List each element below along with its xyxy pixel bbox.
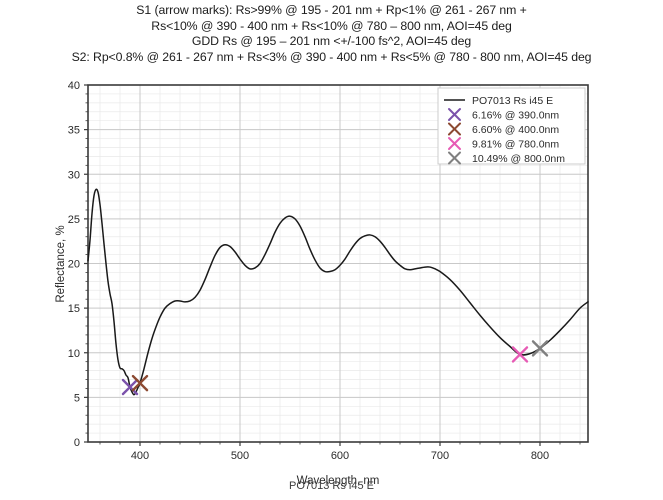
legend-label: 6.16% @ 390.0nm (472, 110, 559, 122)
title-line-3: GDD Rs @ 195 – 201 nm <+/-100 fs^2, AOI=… (191, 34, 472, 49)
legend-item[interactable]: 6.60% @ 400.0nm (448, 122, 559, 137)
legend-item[interactable]: 9.81% @ 780.0nm (448, 137, 559, 151)
legend-x-marker-icon (448, 137, 461, 150)
legend-item[interactable]: PO7013 Rs i45 E (444, 95, 553, 107)
y-tick-label: 20 (68, 259, 80, 271)
title-line-2: Rs<10% @ 390 - 400 nm + Rs<10% @ 780 – 8… (151, 18, 512, 33)
series-line (87, 188, 589, 396)
chart-legend[interactable]: PO7013 Rs i45 E 6.16% @ 390.0nm 6.60% @ 40… (437, 87, 586, 166)
y-axis-label: Reflectance, % (55, 225, 67, 302)
legend-x-marker-icon (448, 108, 461, 121)
y-tick-label: 5 (74, 392, 80, 404)
plot-frame (87, 84, 589, 443)
y-tick-label: 0 (74, 437, 80, 449)
data-point-marker[interactable] (511, 346, 529, 363)
x-tick-label: 500 (231, 450, 249, 462)
legend-x-marker-icon (448, 122, 461, 136)
data-markers (121, 340, 549, 396)
y-tick-label: 40 (68, 80, 80, 92)
y-tick-label: 30 (68, 169, 80, 181)
y-tick-label: 10 (68, 348, 80, 360)
x-tick-label: 400 (131, 450, 149, 462)
reflectance-chart: 400 500 600 700 800 0 5 10 15 20 25 30 35 40 Waveleng… (0, 80, 663, 500)
plot-svg: 400 500 600 700 800 0 5 10 15 20 25 30 35 40 Waveleng… (55, 80, 589, 487)
data-curve (87, 188, 589, 396)
data-point-marker[interactable] (131, 374, 149, 392)
data-point-marker[interactable] (531, 340, 549, 357)
figure-caption: PO7013 Rs i45 E (289, 480, 374, 492)
title-line-1: S1 (arrow marks): Rs>99% @ 195 - 201 nm … (136, 3, 527, 17)
x-tick-label: 700 (431, 450, 449, 462)
axis-tick-labels: 400 500 600 700 800 0 5 10 15 20 25 30 35 40 (68, 80, 549, 462)
legend-label: PO7013 Rs i45 E (472, 95, 553, 107)
y-tick-label: 25 (68, 214, 80, 226)
legend-label: 9.81% @ 780.0nm (472, 139, 559, 151)
y-tick-label: 15 (68, 303, 80, 315)
chart-title-block: S1 (arrow marks): Rs>99% @ 195 - 201 nm … (0, 0, 663, 65)
x-axis-label: Wavelength, nm (297, 475, 380, 487)
x-tick-label: 600 (331, 450, 349, 462)
y-tick-label: 35 (68, 125, 80, 137)
legend-label: 10.49% @ 800.0nm (472, 153, 565, 165)
x-tick-label: 800 (531, 450, 549, 462)
legend-item[interactable]: 6.16% @ 390.0nm (448, 108, 559, 122)
legend-x-marker-icon (448, 151, 461, 165)
legend-label: 6.60% @ 400.0nm (472, 124, 559, 136)
data-point-marker[interactable] (121, 378, 139, 396)
legend-item[interactable]: 10.49% @ 800.0nm (448, 151, 565, 166)
title-line-4: S2: Rp<0.8% @ 261 - 267 nm + Rs<3% @ 390… (71, 49, 592, 64)
